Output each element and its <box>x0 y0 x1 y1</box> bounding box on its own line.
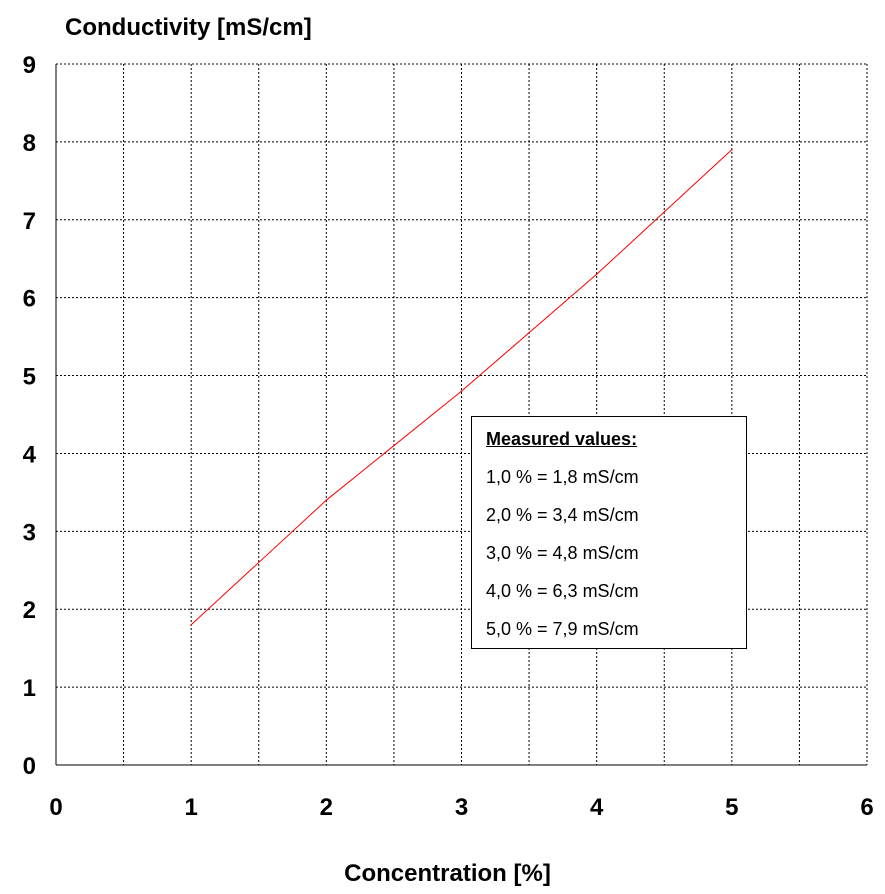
measured-value-row: 4,0 % = 6,3 mS/cm <box>486 581 639 601</box>
measured-value-row: 2,0 % = 3,4 mS/cm <box>486 505 639 525</box>
x-axis-label: Concentration [%] <box>344 860 551 887</box>
data-point <box>325 499 328 501</box>
y-axis-label: Conductivity [mS/cm] <box>65 14 312 41</box>
measured-values-box: Measured values: 1,0 % = 1,8 mS/cm 2,0 %… <box>471 416 747 649</box>
data-point <box>190 624 192 626</box>
y-tick-label: 3 <box>23 519 36 546</box>
series-layer <box>190 148 733 626</box>
data-point <box>460 390 463 392</box>
y-tick-label: 1 <box>23 675 36 702</box>
grid-lines <box>56 63 868 765</box>
measured-values-title: Measured values: <box>486 429 638 449</box>
y-tick-label: 7 <box>23 208 36 235</box>
y-tick-label: 4 <box>23 441 37 468</box>
data-point <box>731 148 733 151</box>
measured-value-row: 1,0 % = 1,8 mS/cm <box>486 467 639 487</box>
data-point <box>595 273 598 276</box>
x-tick-label: 6 <box>860 794 873 821</box>
y-tick-label: 2 <box>23 597 36 624</box>
y-tick-label: 0 <box>23 753 36 780</box>
y-tick-label: 5 <box>23 364 36 391</box>
measured-value-row: 5,0 % = 7,9 mS/cm <box>486 619 639 639</box>
y-tick-label: 8 <box>23 130 36 157</box>
x-tick-label: 5 <box>725 794 738 821</box>
x-tick-label: 3 <box>455 794 468 821</box>
measured-value-row: 3,0 % = 4,8 mS/cm <box>486 543 639 563</box>
y-tick-label: 9 <box>23 52 36 79</box>
x-tick-label: 0 <box>49 794 62 821</box>
x-tick-label: 2 <box>320 794 333 821</box>
x-tick-label: 4 <box>590 794 604 821</box>
tick-labels: 0 1 2 3 4 5 6 0 1 2 3 4 5 6 7 8 9 <box>23 52 874 821</box>
y-tick-label: 6 <box>23 286 36 313</box>
axes <box>55 64 867 766</box>
x-tick-label: 1 <box>184 794 197 821</box>
